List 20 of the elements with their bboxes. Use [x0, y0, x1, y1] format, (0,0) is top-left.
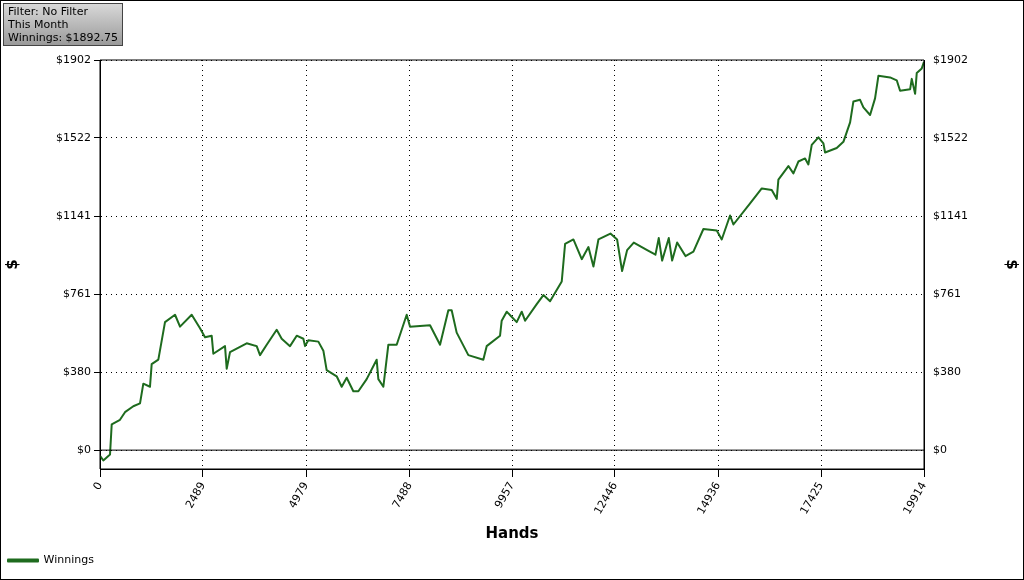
x-tick-label: 0 — [90, 479, 106, 493]
text: Filter: No Filter — [8, 5, 89, 18]
y-tick-label: $1522 — [56, 130, 91, 144]
text: This Month — [8, 18, 70, 31]
y2-tick-label: $761 — [933, 286, 961, 300]
y-tick-label: $761 — [63, 286, 91, 300]
y-tick-label: $1141 — [56, 208, 91, 222]
y2-tick-label: $1522 — [933, 130, 968, 144]
y2-tick-label: $0 — [933, 442, 947, 456]
y2-tick-label: $1141 — [933, 208, 968, 222]
y-tick-label: $380 — [63, 365, 91, 379]
text: Winnings: $1892.75 — [8, 31, 119, 44]
y-tick-label: $1902 — [56, 52, 91, 66]
x-axis-title: Hands — [485, 523, 539, 542]
y-axis-title: $ — [2, 259, 21, 270]
y-tick-label: $0 — [77, 442, 91, 456]
y2-tick-label: $380 — [933, 365, 961, 379]
y2-axis-title: $ — [1003, 259, 1022, 270]
legend-label: Winnings — [43, 553, 95, 567]
y2-tick-label: $1902 — [933, 52, 968, 66]
